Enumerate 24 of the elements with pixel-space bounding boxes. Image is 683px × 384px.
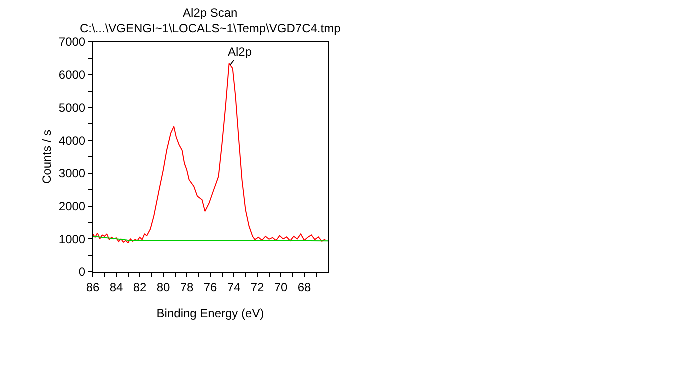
x-tick-label: 76	[204, 280, 218, 294]
x-tick-label: 80	[156, 280, 170, 294]
y-tick-label: 4000	[58, 134, 86, 148]
x-tick-label: 68	[298, 280, 312, 294]
y-tick-label: 3000	[58, 166, 86, 181]
x-tick-label: 86	[86, 280, 100, 294]
y-tick-label: 0	[78, 265, 86, 280]
y-tick-label: 1000	[58, 232, 86, 246]
x-tick-label: 72	[250, 280, 264, 294]
x-tick-label: 74	[227, 280, 241, 294]
chart-title: Al2p Scan	[183, 6, 238, 20]
y-tick-label: 2000	[58, 199, 86, 214]
x-tick-label: 70	[274, 280, 288, 294]
y-tick-label: 7000	[58, 35, 86, 50]
x-tick-label: 78	[180, 280, 194, 294]
y-tick-label: 6000	[58, 68, 86, 82]
annotation: Al2p	[228, 45, 252, 59]
x-tick-label: 84	[110, 280, 124, 294]
line-series	[93, 63, 326, 244]
chart-subtitle: C:\...\VGENGI~1\LOCALS~1\Temp\VGD7C4.tmp	[80, 22, 342, 36]
y-tick-label: 5000	[58, 100, 86, 115]
x-tick-label: 82	[133, 280, 147, 294]
x-axis-title: Binding Energy (eV)	[156, 306, 264, 320]
y-axis-title: Counts / s	[40, 130, 54, 184]
